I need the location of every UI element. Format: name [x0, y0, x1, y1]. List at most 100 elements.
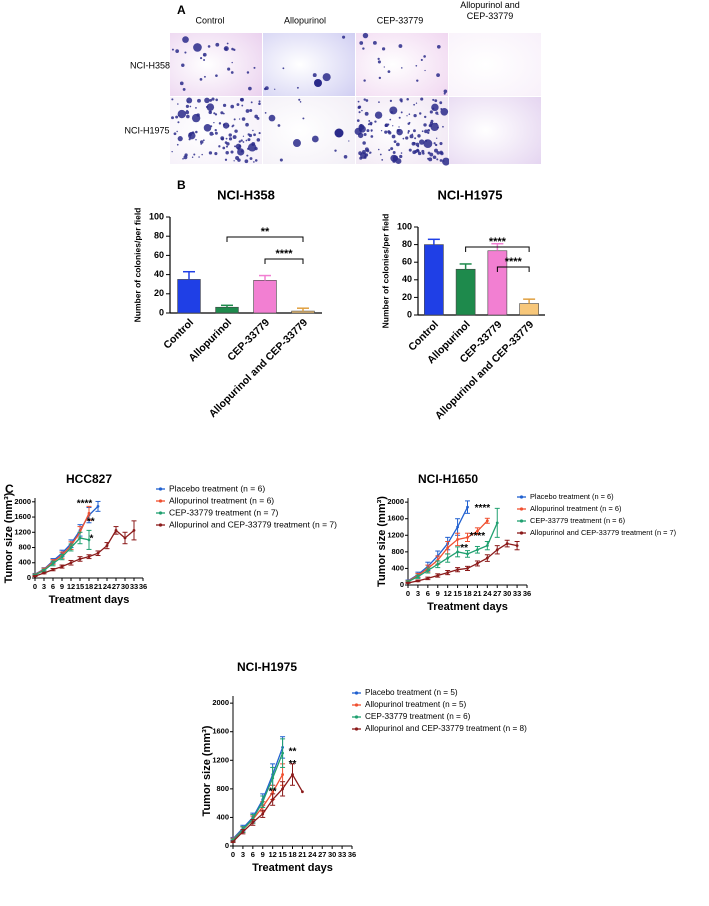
legend-label: Allopurinol and CEP-33779 treatment (n =…: [530, 528, 676, 537]
x-tick-label: 27: [318, 850, 326, 859]
colony-dot: [233, 118, 236, 121]
colony-dot: [177, 109, 187, 119]
colony-dot: [226, 42, 229, 45]
colony-dot: [235, 156, 240, 160]
colony-dot: [258, 102, 261, 106]
colony-dot: [253, 133, 256, 137]
colony-dot: [415, 64, 418, 67]
colony-dot: [202, 52, 207, 57]
colony-dot: [384, 130, 388, 134]
colony-dot: [246, 71, 250, 74]
colony-dot: [258, 100, 261, 103]
colony-dot: [244, 159, 249, 164]
colony-dot: [440, 108, 443, 111]
colony-dot: [428, 157, 433, 162]
colony-dot: [378, 76, 382, 80]
colony-dot: [360, 125, 363, 127]
colony-dot: [442, 157, 450, 166]
colony-dot: [429, 110, 433, 114]
colony-dot: [422, 152, 425, 155]
colony-dot: [218, 122, 222, 125]
panel-label: B: [177, 178, 186, 192]
legend-label: Placebo treatment (n = 6): [169, 483, 265, 493]
colony-dot: [228, 137, 233, 141]
point: [485, 556, 489, 560]
colony-dot: [182, 157, 184, 160]
point: [446, 571, 450, 574]
significance-bracket: [496, 266, 530, 272]
colony-dot: [225, 137, 228, 140]
colony-dot: [358, 125, 366, 133]
colony-dot: [252, 129, 254, 132]
bar: [177, 279, 201, 314]
y-tick-label: 800: [18, 543, 31, 552]
y-tick-label: 60: [154, 250, 164, 260]
x-tick-label: 30: [328, 850, 336, 859]
bar: [455, 268, 476, 316]
colony-dot: [171, 150, 173, 153]
y-tick-label: 0: [400, 580, 404, 589]
y-tick-label: 100: [149, 211, 164, 221]
colony-dot: [392, 151, 396, 154]
x-tick-label: 27: [493, 589, 501, 598]
point: [515, 544, 519, 548]
colony-dot: [342, 35, 346, 39]
point: [105, 544, 109, 548]
colony-dot: [210, 125, 213, 128]
colony-dot: [413, 113, 417, 118]
colony-dot: [387, 130, 391, 134]
colony-dot: [175, 49, 179, 53]
point: [485, 544, 489, 548]
colony-dot: [206, 103, 215, 111]
x-tick-label: 0: [33, 582, 37, 591]
x-axis-label: Treatment days: [252, 862, 333, 874]
colony-dot: [374, 111, 383, 119]
colony-dot: [392, 125, 394, 127]
colony-dot: [234, 145, 236, 148]
colony-dot: [209, 131, 214, 136]
colony-dot: [429, 152, 434, 157]
colony-dot: [415, 102, 418, 104]
point: [291, 773, 294, 776]
point: [271, 791, 275, 794]
colony-dot: [203, 75, 206, 78]
x-tick-label: 3: [416, 589, 420, 598]
colony-dot: [184, 153, 188, 157]
legend-marker: [519, 519, 524, 523]
point: [60, 555, 64, 559]
y-tick-label: 20: [402, 292, 412, 302]
colony-dot: [391, 134, 396, 139]
colony-dot: [405, 136, 409, 140]
colony-dot: [358, 151, 363, 156]
colony-dot: [412, 150, 417, 155]
colony-dot: [416, 79, 419, 82]
colony-dot: [417, 151, 422, 156]
colony-dot: [182, 87, 186, 91]
point: [60, 565, 64, 568]
colony-dot: [182, 36, 189, 43]
point: [271, 798, 275, 801]
colony-dot: [195, 106, 197, 109]
x-axis-label: Treatment days: [427, 601, 508, 613]
colony-dot: [177, 121, 180, 124]
y-axis-label: Tumor size (mm³): [201, 725, 213, 816]
colony-dot: [227, 67, 231, 71]
colony-dot: [195, 130, 198, 134]
y-tick-label: 60: [402, 257, 412, 267]
point: [426, 576, 430, 580]
point: [51, 568, 55, 572]
colony-dot: [400, 100, 403, 103]
colony-dot: [214, 131, 218, 135]
colony-dot: [238, 144, 242, 148]
colony-dot: [402, 137, 405, 140]
colony-dot: [176, 130, 178, 133]
x-tick-label: 33: [130, 582, 138, 591]
colony-dot: [407, 122, 410, 125]
x-tick-label: 36: [348, 850, 356, 859]
colony-dot: [390, 111, 393, 114]
colony-dot: [207, 45, 211, 48]
colony-dot: [393, 140, 397, 144]
column-header: Allopurinol: [284, 15, 326, 25]
x-tick-label: 18: [85, 582, 93, 591]
colony-dot: [179, 81, 184, 86]
